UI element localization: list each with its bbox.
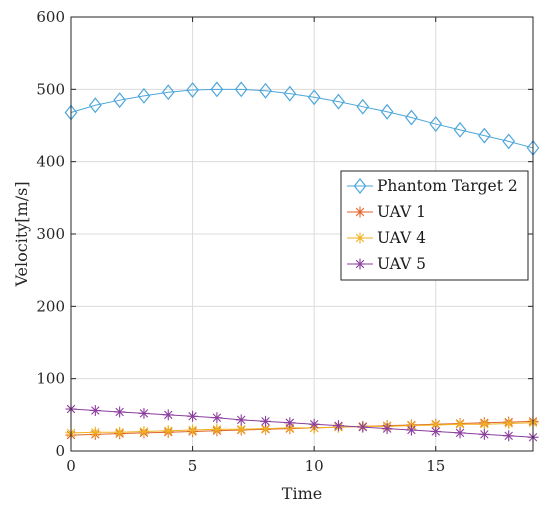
data-point-phantom-target-2: [234, 81, 248, 98]
data-point-uav-5: [114, 406, 126, 418]
data-point-phantom-target-2: [405, 109, 418, 126]
series-phantom-target-2: [64, 81, 540, 156]
y-tick-label: 0: [55, 442, 65, 460]
data-point-uav-5: [284, 417, 296, 429]
data-point-phantom-target-2: [453, 121, 467, 138]
data-point-phantom-target-2: [307, 89, 321, 106]
data-point-phantom-target-2: [478, 127, 491, 144]
data-point-phantom-target-2: [186, 82, 199, 99]
y-axis-label: Velocity[m/s]: [12, 181, 31, 287]
legend-label: UAV 5: [377, 255, 426, 273]
data-point-uav-4: [211, 423, 223, 435]
series-layer: [64, 81, 540, 443]
data-point-uav-5: [478, 428, 490, 440]
data-point-uav-5: [138, 407, 150, 419]
legend: Phantom Target 2 UAV 1 UAV 4 UAV 5: [340, 170, 529, 281]
legend-marker: [354, 258, 366, 270]
data-point-uav-5: [503, 430, 515, 442]
data-point-uav-5: [405, 424, 417, 436]
legend-label: Phantom Target 2: [377, 177, 518, 195]
x-tick-label: 10: [305, 457, 324, 475]
data-point-uav-5: [454, 427, 466, 439]
legend-label: UAV 1: [377, 203, 426, 221]
legend-marker: [354, 206, 366, 218]
x-tick-labels: 0 5 10 15: [66, 457, 445, 475]
data-point-uav-5: [430, 425, 442, 437]
data-point-phantom-target-2: [210, 81, 224, 98]
legend-item-phantom-target-2: Phantom Target 2: [347, 177, 518, 195]
data-point-uav-4: [138, 425, 150, 437]
data-point-phantom-target-2: [356, 98, 370, 115]
data-point-uav-5: [260, 415, 272, 427]
x-tick-label: 0: [66, 457, 76, 475]
tick-marks: [70, 16, 533, 452]
data-point-uav-4: [162, 425, 174, 437]
series-line-phantom-target-2: [70, 88, 534, 149]
y-tick-label: 400: [36, 153, 65, 171]
data-point-phantom-target-2: [502, 133, 516, 150]
data-point-uav-4: [430, 419, 442, 431]
legend-label: UAV 4: [377, 229, 426, 247]
data-point-uav-4: [89, 426, 101, 438]
data-point-uav-5: [89, 404, 101, 416]
data-point-uav-4: [114, 426, 126, 438]
data-point-uav-5: [187, 410, 199, 422]
data-point-phantom-target-2: [429, 116, 443, 133]
data-point-phantom-target-2: [88, 97, 102, 114]
data-point-phantom-target-2: [332, 93, 345, 110]
y-tick-label: 300: [36, 225, 65, 243]
y-tick-label: 100: [36, 370, 65, 388]
data-point-phantom-target-2: [161, 84, 175, 101]
data-point-uav-5: [357, 421, 369, 433]
data-point-phantom-target-2: [283, 85, 297, 102]
x-tick-label: 5: [188, 457, 198, 475]
data-point-uav-5: [235, 414, 247, 426]
legend-marker: [354, 232, 366, 244]
y-tick-label: 200: [36, 297, 65, 315]
x-axis-label: Time: [282, 484, 322, 503]
y-tick-labels: 0 100 200 300 400 500 600: [36, 8, 65, 460]
legend-box: [340, 170, 529, 281]
data-point-uav-5: [308, 418, 320, 430]
data-point-uav-4: [478, 418, 490, 430]
data-point-phantom-target-2: [137, 87, 151, 104]
data-point-uav-5: [381, 423, 393, 435]
legend-item-uav-1: UAV 1: [347, 203, 426, 221]
data-point-uav-4: [503, 418, 515, 430]
y-tick-label: 600: [36, 8, 65, 26]
data-point-uav-5: [162, 409, 174, 421]
legend-marker: [353, 178, 367, 194]
x-tick-label: 15: [426, 457, 445, 475]
series-uav-5: [65, 403, 539, 443]
data-point-phantom-target-2: [259, 82, 272, 99]
data-point-uav-4: [235, 423, 247, 435]
data-point-phantom-target-2: [113, 92, 126, 109]
data-point-phantom-target-2: [380, 103, 394, 120]
data-point-uav-5: [332, 420, 344, 432]
y-tick-label: 500: [36, 80, 65, 98]
legend-item-uav-5: UAV 5: [347, 255, 426, 273]
data-point-uav-5: [211, 412, 223, 424]
legend-item-uav-4: UAV 4: [347, 229, 426, 247]
data-point-uav-4: [187, 424, 199, 436]
